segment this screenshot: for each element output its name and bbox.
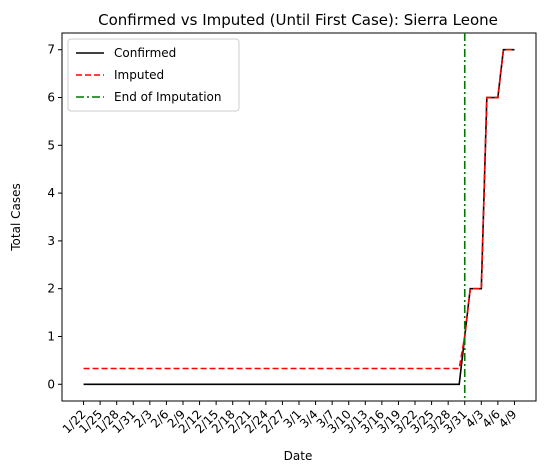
x-axis: 1/221/251/281/312/32/62/92/122/152/182/2… — [60, 401, 520, 436]
y-tick-label: 3 — [47, 234, 55, 248]
y-tick-label: 0 — [47, 377, 55, 391]
x-tick-label: 4/9 — [496, 407, 520, 431]
series-line-confirmed — [83, 48, 515, 386]
y-tick-label: 5 — [47, 138, 55, 152]
legend-box — [67, 38, 240, 112]
legend-label: Imputed — [114, 68, 164, 82]
y-axis-label: Total Cases — [9, 183, 23, 251]
plot-area: 0 1 2 3 4 5 6 7 1/221/251/281/312/32/62/92/122/… — [47, 32, 537, 436]
y-axis: 0 1 2 3 4 5 6 7 — [47, 43, 62, 391]
series-layer — [83, 33, 515, 401]
y-tick-label: 2 — [47, 282, 55, 296]
x-axis-label: Date — [284, 449, 313, 463]
y-tick-label: 7 — [47, 43, 55, 57]
y-tick-label: 6 — [47, 91, 55, 105]
legend-label: End of Imputation — [114, 90, 222, 104]
legend-label: Confirmed — [114, 46, 176, 60]
chart-title: Confirmed vs Imputed (Until First Case):… — [98, 11, 498, 29]
legend: Confirmed Imputed End of Imputation — [67, 38, 240, 112]
y-tick-label: 4 — [47, 186, 55, 200]
y-tick-label: 1 — [47, 329, 55, 343]
